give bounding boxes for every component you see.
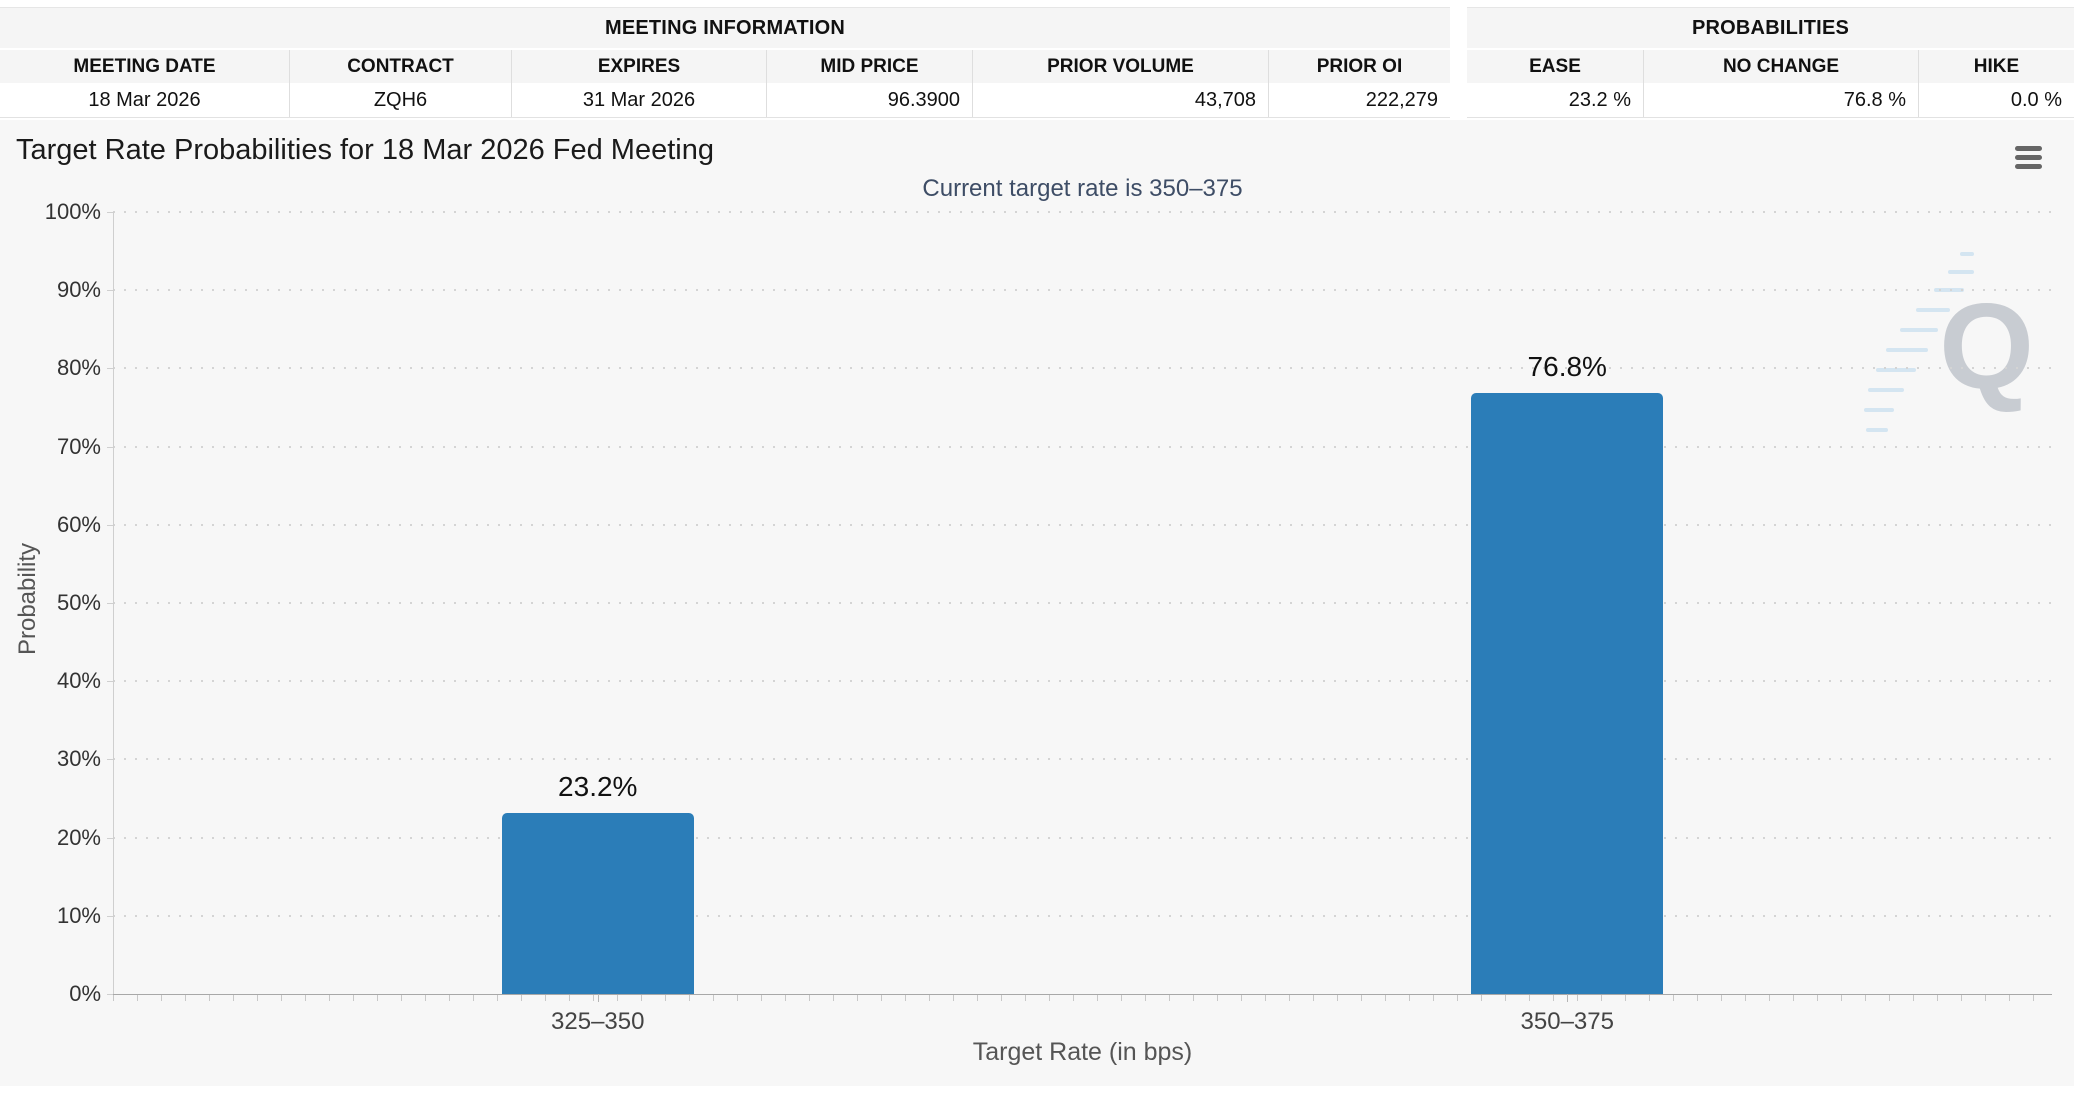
y-gridline [113, 523, 2052, 526]
y-gridline [113, 680, 2052, 683]
y-tick-label: 100% [44, 199, 101, 224]
prior-oi-value: 222,279 [1268, 83, 1450, 117]
x-category-label: 325–350 [551, 1008, 645, 1035]
bar-value-label: 23.2% [558, 770, 638, 802]
y-gridline [113, 836, 2052, 839]
x-axis-line [113, 994, 2052, 995]
probabilities-title: PROBABILITIES [1467, 8, 2074, 50]
y-tick-mark [107, 603, 113, 604]
hike-value: 0.0 % [1918, 83, 2074, 117]
hamburger-menu-icon[interactable] [2008, 140, 2048, 174]
probability-bar[interactable] [1471, 393, 1664, 994]
y-tick-mark [107, 368, 113, 370]
y-tick-label: 50% [56, 590, 101, 615]
column-header-no-change: NO CHANGE [1643, 50, 1918, 83]
y-tick-mark [107, 837, 113, 839]
y-axis-line [113, 212, 114, 994]
y-gridline [113, 211, 2052, 213]
hamburger-bar [2014, 154, 2042, 160]
y-gridline [113, 289, 2052, 292]
y-tick-mark [107, 759, 113, 761]
hamburger-bar [2014, 163, 2042, 169]
x-axis-minor-ticks [113, 995, 2052, 1001]
mid-price-value: 96.3900 [766, 83, 972, 117]
meeting-date-value: 18 Mar 2026 [88, 88, 201, 111]
meeting-information-table: MEETING INFORMATION MEETING DATE CONTRAC… [0, 7, 1450, 118]
expires-value: 31 Mar 2026 [511, 83, 766, 117]
contract-value: ZQH6 [289, 83, 511, 117]
hamburger-bar [2014, 145, 2042, 151]
column-header-expires: EXPIRES [511, 50, 766, 83]
y-tick-mark [107, 290, 113, 292]
target-rate-chart: Target Rate Probabilities for 18 Mar 202… [0, 120, 2074, 1086]
y-gridline [113, 367, 2052, 370]
ease-value: 23.2 % [1568, 88, 1631, 111]
y-tick-label: 90% [56, 277, 101, 303]
y-tick-label: 70% [56, 433, 101, 459]
column-header-prior-oi: PRIOR OI [1268, 50, 1450, 83]
meeting-information-value-row: 18 Mar 2026 ZQH6 31 Mar 2026 96.3900 43,… [0, 83, 1450, 118]
x-axis-title: Target Rate (in bps) [972, 1038, 1193, 1066]
x-category-tick [1567, 994, 1569, 1002]
watermark-letter-q: Q [1939, 278, 2034, 414]
probabilities-table: PROBABILITIES EASE NO CHANGE HIKE 23.2 %… [1467, 7, 2074, 118]
probability-bar[interactable] [501, 812, 694, 994]
y-tick-label: 20% [56, 824, 101, 850]
probabilities-header-row: EASE NO CHANGE HIKE [1467, 50, 2074, 83]
no-change-value: 76.8 % [1643, 83, 1918, 117]
column-header-hike: HIKE [1918, 50, 2074, 83]
column-header-ease: EASE [1529, 55, 1581, 77]
y-tick-mark [107, 446, 113, 448]
y-tick-label: 60% [56, 511, 101, 537]
bar-value-label: 76.8% [1527, 351, 1607, 383]
probabilities-value-row: 23.2 % 76.8 % 0.0 % [1467, 83, 2074, 118]
y-tick-mark [107, 524, 113, 526]
y-gridline [113, 914, 2052, 917]
y-tick-label: 30% [56, 746, 101, 772]
y-tick-label: 40% [56, 668, 101, 694]
y-gridline [113, 758, 2052, 761]
y-gridline [113, 445, 2052, 448]
column-header-prior-volume: PRIOR VOLUME [972, 50, 1268, 83]
x-category-tick [597, 994, 599, 1002]
y-gridline [113, 602, 2052, 604]
meeting-information-title: MEETING INFORMATION [0, 8, 1450, 50]
meeting-information-header-row: MEETING DATE CONTRACT EXPIRES MID PRICE … [0, 50, 1450, 83]
y-tick-mark [107, 681, 113, 683]
chart-title: Target Rate Probabilities for 18 Mar 202… [16, 134, 714, 166]
prior-volume-value: 43,708 [972, 83, 1268, 117]
x-category-label: 350–375 [1520, 1008, 1614, 1035]
y-tick-label: 80% [56, 355, 101, 381]
column-header-meeting-date: MEETING DATE [73, 55, 216, 77]
y-tick-mark [107, 212, 113, 213]
y-tick-label: 0% [69, 981, 101, 1006]
y-tick-label: 10% [56, 902, 101, 928]
column-header-mid-price: MID PRICE [766, 50, 972, 83]
column-header-contract: CONTRACT [289, 50, 511, 83]
y-tick-mark [107, 994, 113, 995]
quikstrike-watermark: Q [1864, 230, 2044, 460]
y-tick-mark [107, 915, 113, 917]
chart-subtitle: Current target rate is 350–375 [922, 175, 1243, 202]
